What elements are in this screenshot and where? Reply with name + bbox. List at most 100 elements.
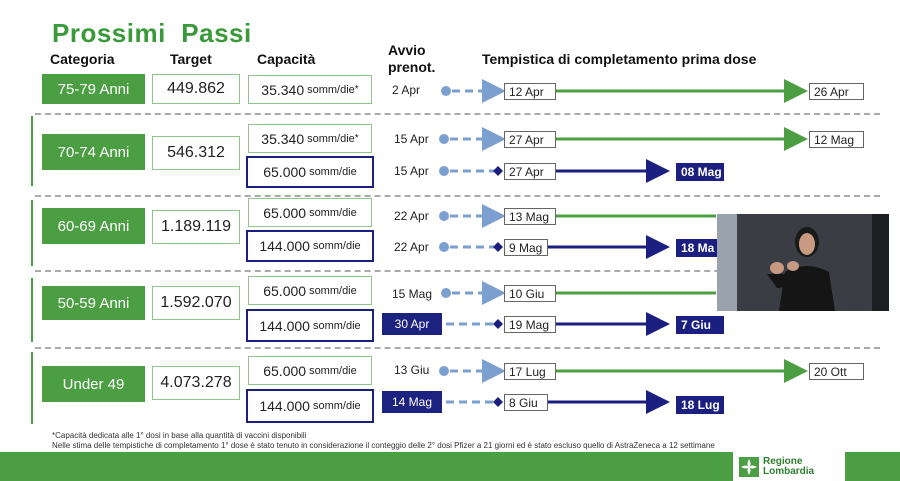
capacity-unit: somm/die [312, 400, 361, 412]
capacity-value: 65.000 [263, 362, 307, 379]
group-bracket-under-49 [31, 352, 33, 424]
capacity-row-3: 65.000 somm/die [248, 198, 372, 227]
start-date-row-6: 19 Mag [504, 316, 556, 333]
header-avvio-line2: prenot. [388, 59, 436, 75]
header-tempistica: Tempistica di completamento prima dose [482, 51, 757, 67]
capacity-unit: somm/die [309, 166, 357, 178]
capacity-unit: somm/die [309, 284, 357, 297]
timeline-diamond [493, 242, 503, 252]
capacity-value: 144.000 [259, 238, 310, 254]
group-bracket-70-74 [31, 116, 33, 186]
header-avvio-line1: Avvio [388, 42, 426, 58]
category-70-74: 70-74 Anni [42, 134, 145, 170]
start-date-row-7: 17 Lug [504, 363, 556, 380]
video-background-right [872, 214, 889, 311]
capacity-row-0: 35.340 somm/die * [248, 75, 372, 104]
start-date-row-3: 13 Mag [504, 208, 556, 225]
start-date-row-5: 10 Giu [504, 285, 556, 302]
avvio-row-0: 2 Apr [392, 83, 421, 97]
logo-line-2: Lombardia [763, 465, 815, 477]
end-date-row-1: 12 Mag [809, 131, 864, 148]
timeline-start-dot [441, 86, 451, 96]
capacity-value: 35.340 [261, 130, 305, 147]
target-60-69: 1.189.119 [152, 210, 240, 244]
page-title: Prossimi Passi [52, 18, 252, 48]
target-under-49: 4.073.278 [152, 366, 240, 400]
capacity-value: 35.340 [261, 81, 305, 98]
interpreter-figure-icon [767, 227, 835, 311]
group-separator [35, 270, 880, 272]
capacity-row-2: 65.000 somm/die [246, 156, 374, 188]
end-date-row-7: 20 Ott [809, 363, 864, 380]
regione-lombardia-logo: Regione Lombardia [733, 452, 845, 481]
capacity-unit: somm/die [307, 132, 355, 145]
capacity-unit: somm/die [312, 240, 361, 252]
group-separator [35, 347, 880, 349]
avvio-row-6: 30 Apr [382, 313, 442, 335]
capacity-row-8: 144.000 somm/die [246, 389, 374, 423]
end-date-row-2: 08 Mag [676, 163, 724, 181]
video-background-left [717, 214, 737, 311]
group-bracket-50-59 [31, 278, 33, 342]
timeline-start-dot [441, 288, 451, 298]
header-categoria: Categoria [50, 51, 115, 67]
capacity-row-5: 65.000 somm/die [248, 276, 372, 305]
category-under-49: Under 49 [42, 366, 145, 402]
logo-line-1: Regione [763, 455, 803, 467]
avvio-row-3: 22 Apr [394, 209, 429, 223]
avvio-row-7: 13 Giu [394, 363, 430, 377]
category-60-69: 60-69 Anni [42, 208, 145, 244]
category-75-79: 75-79 Anni [42, 74, 145, 104]
capacity-unit: somm/die [309, 206, 357, 219]
capacity-unit: somm/die [309, 364, 357, 377]
capacity-value: 144.000 [259, 398, 310, 414]
category-50-59: 50-59 Anni [42, 286, 145, 320]
start-date-row-0: 12 Apr [504, 83, 556, 100]
target-75-79: 449.862 [152, 74, 240, 104]
end-date-row-0: 26 Apr [809, 83, 864, 100]
capacity-value: 65.000 [263, 282, 307, 299]
capacity-row-1: 35.340 somm/die * [248, 124, 372, 153]
target-70-74: 546.312 [152, 136, 240, 170]
capacity-row-6: 144.000 somm/die [246, 309, 374, 342]
capacity-footnote-star: * [354, 84, 359, 95]
capacity-row-7: 65.000 somm/die [248, 356, 372, 385]
timeline-start-dot [439, 134, 449, 144]
group-separator [35, 113, 880, 115]
capacity-unit: somm/die [312, 319, 361, 332]
target-50-59: 1.592.070 [152, 286, 240, 320]
avvio-row-5: 15 Mag [392, 287, 433, 301]
header-capacita: Capacità [257, 51, 316, 67]
lombardia-cross-icon [739, 456, 759, 477]
end-date-row-6: 7 Giu [676, 316, 724, 334]
end-date-row-4: 18 Ma [676, 239, 720, 257]
sign-language-interpreter-video [717, 214, 889, 311]
timeline-start-dot [439, 166, 449, 176]
capacity-row-4: 144.000 somm/die [246, 230, 374, 262]
header-avvio: Avvio prenot. [388, 42, 435, 76]
timeline-start-dot [439, 242, 449, 252]
start-date-row-4: 9 Mag [504, 239, 548, 256]
timeline-diamond [493, 397, 503, 407]
avvio-row-1: 15 Apr [394, 132, 429, 146]
footnote-1: *Capacità dedicata alle 1° dosi in base … [52, 431, 307, 440]
group-bracket-60-69 [31, 200, 33, 266]
capacity-value: 65.000 [263, 204, 307, 221]
avvio-row-2: 15 Apr [394, 164, 429, 178]
timeline-start-dot [439, 366, 449, 376]
timeline-start-dot [439, 211, 449, 221]
header-target: Target [170, 51, 212, 67]
avvio-row-4: 22 Apr [394, 240, 429, 254]
group-separator [35, 195, 880, 197]
footnote-2: Nelle stima delle tempistiche di complet… [52, 441, 715, 450]
capacity-unit: somm/die [307, 83, 355, 96]
capacity-value: 65.000 [263, 164, 307, 180]
end-date-row-8: 18 Lug [676, 396, 724, 414]
logo-text: Regione Lombardia [763, 455, 815, 477]
start-date-row-8: 8 Giu [504, 394, 548, 411]
timeline-diamond [493, 319, 503, 329]
capacity-footnote-star: * [354, 133, 359, 144]
timeline-diamond [493, 166, 503, 176]
start-date-row-2: 27 Apr [504, 163, 556, 180]
